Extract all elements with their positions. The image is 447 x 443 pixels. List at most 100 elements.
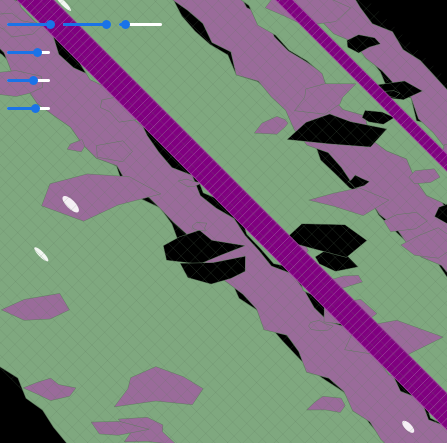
band-line	[127, 91, 146, 111]
band-line	[76, 40, 95, 60]
slider-6[interactable]	[7, 101, 50, 115]
band-line	[182, 146, 201, 166]
band-line	[290, 6, 300, 15]
mesh-line	[0, 0, 344, 344]
mesh-line	[319, 0, 447, 128]
band-line	[71, 36, 91, 56]
mesh-line	[11, 11, 380, 380]
band-face	[275, 0, 447, 172]
band-line	[307, 23, 317, 32]
mesh-line	[0, 0, 360, 360]
band-line	[385, 350, 405, 370]
mesh-line	[0, 201, 242, 443]
slider-3[interactable]	[119, 17, 162, 31]
mesh-line	[34, 34, 403, 403]
mesh-line	[141, 0, 447, 306]
mesh-line	[192, 0, 447, 255]
band-line	[432, 401, 447, 416]
mesh-line	[0, 265, 178, 443]
mesh-line	[281, 0, 447, 166]
band-line	[326, 291, 346, 310]
band-line	[199, 163, 218, 183]
terrain-patch	[0, 293, 70, 321]
band-line	[294, 10, 304, 20]
mesh-line	[0, 0, 251, 251]
mesh-line	[115, 0, 447, 332]
band-line	[337, 52, 346, 62]
band-line	[54, 19, 74, 39]
slider-fill	[63, 23, 106, 26]
slider-5[interactable]	[7, 73, 50, 87]
mesh-line	[0, 0, 18, 18]
band-line	[417, 133, 427, 143]
band-line	[105, 70, 125, 90]
mesh-line	[351, 347, 447, 443]
mesh-line	[242, 0, 447, 205]
band-line	[377, 342, 397, 361]
band-line	[298, 14, 308, 24]
band-line	[194, 159, 214, 179]
band-line	[38, 2, 57, 22]
terrain-patch	[286, 113, 388, 148]
band-line	[330, 295, 350, 315]
band-line	[165, 129, 184, 149]
band-line	[33, 0, 52, 18]
mesh-line	[128, 0, 447, 319]
mesh-line	[195, 191, 447, 443]
mesh-line	[332, 0, 447, 115]
slider-thumb[interactable]	[102, 20, 111, 29]
mesh-line	[180, 176, 447, 443]
slider-thumb[interactable]	[121, 20, 130, 29]
mesh-line	[0, 0, 220, 220]
mesh-line	[179, 0, 447, 268]
mesh-line	[226, 222, 447, 443]
mesh-line	[242, 238, 447, 443]
mesh-line	[429, 425, 447, 443]
slider-thumb[interactable]	[31, 104, 40, 113]
slider-fill	[7, 51, 37, 54]
mesh-line	[0, 163, 280, 443]
slider-thumb[interactable]	[46, 20, 55, 29]
terrain-highlight	[55, 0, 72, 11]
band-line	[379, 95, 389, 105]
terrain-patch	[305, 396, 346, 413]
slider-4[interactable]	[7, 45, 50, 59]
band-line	[267, 231, 286, 251]
mesh-line	[50, 50, 418, 418]
band-line	[114, 79, 134, 98]
mesh-line	[86, 82, 447, 443]
band-line	[118, 83, 138, 102]
band-line	[203, 168, 223, 187]
band-line	[148, 112, 168, 132]
slider-thumb[interactable]	[33, 48, 42, 57]
band-line	[387, 103, 397, 113]
slider-2[interactable]	[63, 17, 111, 31]
band-line	[42, 6, 61, 26]
slider-fill	[7, 79, 33, 82]
band-line	[430, 146, 440, 155]
band-line	[216, 180, 235, 200]
slider-thumb[interactable]	[29, 76, 38, 85]
slider-1[interactable]	[7, 17, 55, 31]
mesh-line	[0, 252, 191, 443]
mesh-line	[0, 0, 282, 282]
band-line	[131, 96, 151, 115]
band-line	[362, 78, 372, 88]
mesh-line	[344, 0, 447, 103]
band-line	[392, 108, 402, 117]
mesh-line	[0, 138, 305, 443]
mesh-line	[0, 151, 292, 443]
slider-fill	[7, 107, 35, 110]
mesh-line	[0, 278, 165, 443]
band-line	[228, 193, 248, 213]
mesh-line	[0, 0, 204, 204]
band-line	[21, 0, 26, 5]
